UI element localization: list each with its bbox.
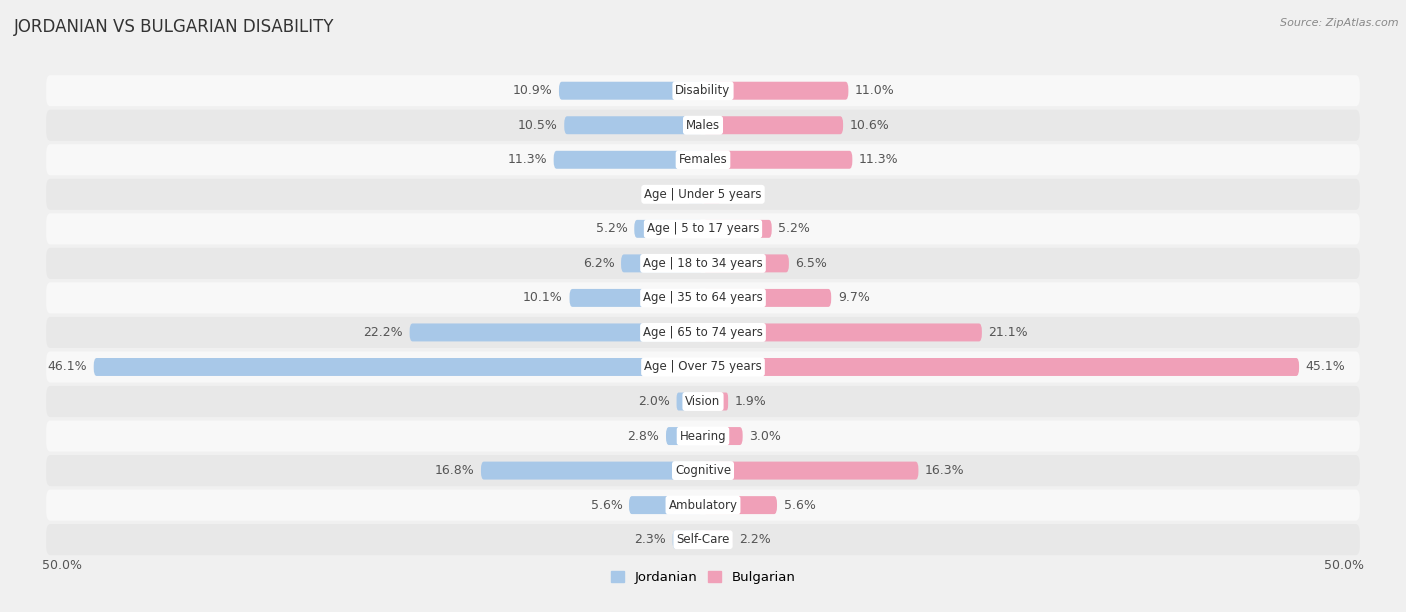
Text: 1.9%: 1.9% [735, 395, 766, 408]
FancyBboxPatch shape [703, 427, 742, 445]
FancyBboxPatch shape [46, 455, 1360, 486]
Text: 6.2%: 6.2% [582, 257, 614, 270]
Text: 5.2%: 5.2% [596, 222, 627, 236]
FancyBboxPatch shape [46, 214, 1360, 244]
FancyBboxPatch shape [703, 496, 778, 514]
FancyBboxPatch shape [703, 82, 848, 100]
FancyBboxPatch shape [46, 248, 1360, 279]
FancyBboxPatch shape [46, 282, 1360, 313]
Text: 46.1%: 46.1% [48, 360, 87, 373]
FancyBboxPatch shape [560, 82, 703, 100]
Text: 3.0%: 3.0% [749, 430, 782, 442]
Text: 6.5%: 6.5% [796, 257, 827, 270]
FancyBboxPatch shape [46, 179, 1360, 210]
Legend: Jordanian, Bulgarian: Jordanian, Bulgarian [606, 565, 800, 589]
Text: 11.3%: 11.3% [859, 153, 898, 166]
Text: 10.9%: 10.9% [513, 84, 553, 97]
Text: Age | 35 to 64 years: Age | 35 to 64 years [643, 291, 763, 304]
FancyBboxPatch shape [94, 358, 703, 376]
FancyBboxPatch shape [628, 496, 703, 514]
Text: 50.0%: 50.0% [42, 559, 82, 572]
Text: 1.1%: 1.1% [650, 188, 682, 201]
FancyBboxPatch shape [46, 144, 1360, 175]
FancyBboxPatch shape [703, 358, 1299, 376]
Text: Age | 18 to 34 years: Age | 18 to 34 years [643, 257, 763, 270]
Text: 10.6%: 10.6% [849, 119, 890, 132]
Text: 9.7%: 9.7% [838, 291, 870, 304]
FancyBboxPatch shape [689, 185, 703, 203]
Text: 50.0%: 50.0% [1324, 559, 1364, 572]
Text: Age | 5 to 17 years: Age | 5 to 17 years [647, 222, 759, 236]
Text: Age | Over 75 years: Age | Over 75 years [644, 360, 762, 373]
Text: Vision: Vision [685, 395, 721, 408]
Text: JORDANIAN VS BULGARIAN DISABILITY: JORDANIAN VS BULGARIAN DISABILITY [14, 18, 335, 36]
Text: Age | 65 to 74 years: Age | 65 to 74 years [643, 326, 763, 339]
Text: Age | Under 5 years: Age | Under 5 years [644, 188, 762, 201]
FancyBboxPatch shape [676, 392, 703, 411]
Text: 11.3%: 11.3% [508, 153, 547, 166]
Text: 11.0%: 11.0% [855, 84, 894, 97]
FancyBboxPatch shape [703, 151, 852, 169]
FancyBboxPatch shape [46, 524, 1360, 555]
Text: Males: Males [686, 119, 720, 132]
Text: 16.3%: 16.3% [925, 464, 965, 477]
FancyBboxPatch shape [569, 289, 703, 307]
FancyBboxPatch shape [703, 289, 831, 307]
Text: 2.3%: 2.3% [634, 533, 666, 546]
FancyBboxPatch shape [703, 324, 981, 341]
FancyBboxPatch shape [481, 461, 703, 480]
Text: 10.1%: 10.1% [523, 291, 562, 304]
FancyBboxPatch shape [46, 490, 1360, 521]
FancyBboxPatch shape [46, 351, 1360, 382]
FancyBboxPatch shape [703, 220, 772, 238]
FancyBboxPatch shape [46, 110, 1360, 141]
Text: 5.2%: 5.2% [779, 222, 810, 236]
Text: 2.0%: 2.0% [638, 395, 669, 408]
Text: Self-Care: Self-Care [676, 533, 730, 546]
FancyBboxPatch shape [564, 116, 703, 134]
Text: 21.1%: 21.1% [988, 326, 1028, 339]
Text: Ambulatory: Ambulatory [668, 499, 738, 512]
Text: 2.2%: 2.2% [738, 533, 770, 546]
FancyBboxPatch shape [666, 427, 703, 445]
FancyBboxPatch shape [703, 461, 918, 480]
Text: 10.5%: 10.5% [517, 119, 558, 132]
Text: Cognitive: Cognitive [675, 464, 731, 477]
Text: Disability: Disability [675, 84, 731, 97]
FancyBboxPatch shape [46, 386, 1360, 417]
FancyBboxPatch shape [703, 116, 844, 134]
Text: 22.2%: 22.2% [363, 326, 404, 339]
FancyBboxPatch shape [672, 531, 703, 548]
FancyBboxPatch shape [703, 392, 728, 411]
FancyBboxPatch shape [703, 531, 733, 548]
FancyBboxPatch shape [634, 220, 703, 238]
Text: Females: Females [679, 153, 727, 166]
Text: 45.1%: 45.1% [1306, 360, 1346, 373]
Text: 5.6%: 5.6% [591, 499, 623, 512]
Text: Source: ZipAtlas.com: Source: ZipAtlas.com [1281, 18, 1399, 28]
Text: 2.8%: 2.8% [627, 430, 659, 442]
Text: Hearing: Hearing [679, 430, 727, 442]
Text: 5.6%: 5.6% [783, 499, 815, 512]
Text: 1.3%: 1.3% [727, 188, 759, 201]
FancyBboxPatch shape [46, 75, 1360, 106]
FancyBboxPatch shape [46, 317, 1360, 348]
FancyBboxPatch shape [409, 324, 703, 341]
FancyBboxPatch shape [703, 185, 720, 203]
Text: 16.8%: 16.8% [434, 464, 474, 477]
FancyBboxPatch shape [621, 255, 703, 272]
FancyBboxPatch shape [703, 255, 789, 272]
FancyBboxPatch shape [46, 420, 1360, 452]
FancyBboxPatch shape [554, 151, 703, 169]
